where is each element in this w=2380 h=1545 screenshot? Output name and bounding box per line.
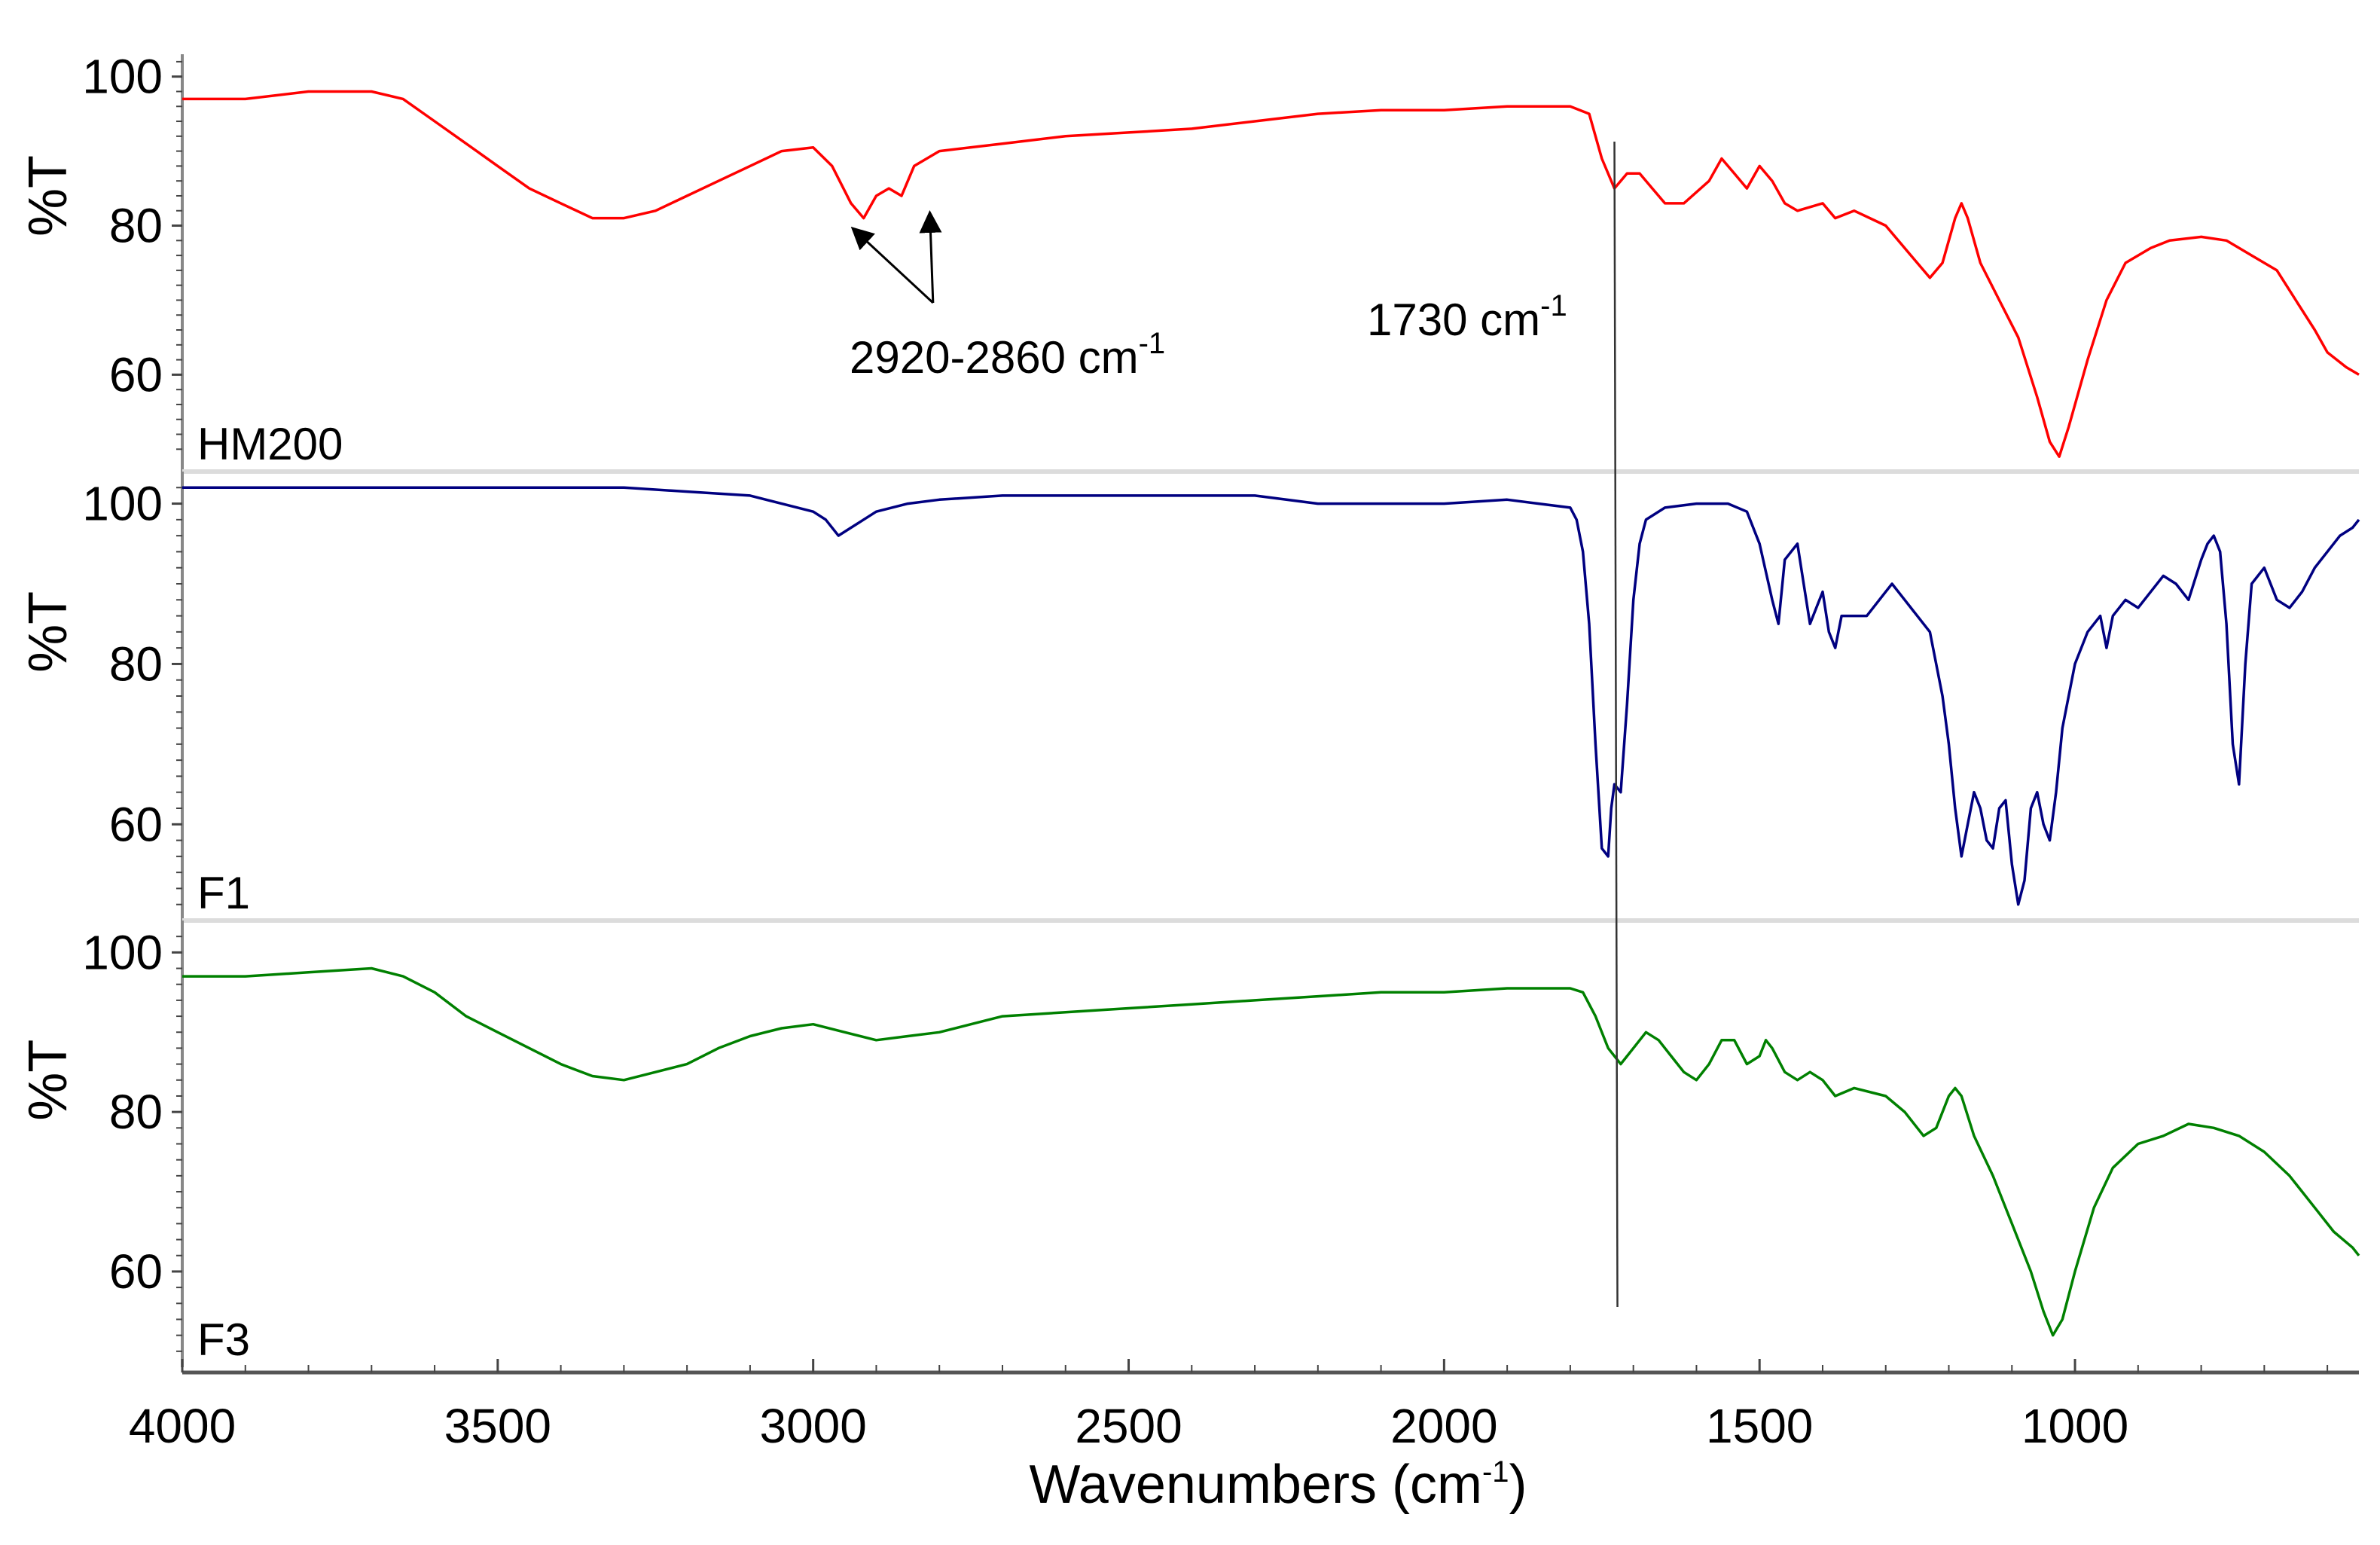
y-tick-label: 100 bbox=[82, 925, 163, 979]
panel-f3: 60 80 100 %T F3 bbox=[18, 918, 2360, 1367]
panel-label-f1: F1 bbox=[197, 868, 250, 918]
annotation-arrow bbox=[850, 226, 934, 304]
annotations-layer: 2920-2860 cm-1 1730 cm-1 bbox=[850, 141, 1619, 1308]
y-tick-label: 60 bbox=[109, 347, 163, 402]
series-line-f1 bbox=[182, 486, 2360, 906]
x-tick-label: 2000 bbox=[1390, 1399, 1497, 1453]
x-tick-label: 1000 bbox=[2021, 1399, 2128, 1453]
y-tick-label: 80 bbox=[109, 199, 163, 253]
x-axis-label: Wavenumbers (cm-1) bbox=[1029, 1455, 1527, 1515]
panel-f1: 60 80 100 %T F1 bbox=[18, 469, 2360, 921]
marker-line-1730 bbox=[1613, 141, 1619, 1308]
y-tick-label: 60 bbox=[109, 797, 163, 851]
series-line-hm200 bbox=[182, 90, 2360, 458]
annotation-2920-2860: 2920-2860 cm-1 bbox=[850, 327, 1165, 383]
y-tick-label: 80 bbox=[109, 637, 163, 691]
y-tick-label: 100 bbox=[82, 50, 163, 104]
x-tick-label: 2500 bbox=[1075, 1399, 1182, 1453]
y-tick-label: 80 bbox=[109, 1085, 163, 1139]
x-axis: 4000 3500 3000 2500 2000 1500 1000 Wavenumbers … bbox=[129, 1359, 2359, 1515]
series-line-f3 bbox=[182, 966, 2360, 1337]
x-tick-label: 4000 bbox=[129, 1399, 236, 1453]
annotation-arrow bbox=[919, 210, 942, 304]
y-tick-label: 60 bbox=[109, 1244, 163, 1299]
x-tick-label: 1500 bbox=[1706, 1399, 1813, 1453]
x-tick-label: 3500 bbox=[444, 1399, 551, 1453]
y-axis-label: %T bbox=[18, 591, 78, 673]
panel-label-hm200: HM200 bbox=[197, 419, 343, 469]
annotation-1730: 1730 cm-1 bbox=[1367, 289, 1567, 345]
y-axis-label: %T bbox=[18, 155, 78, 237]
x-tick-label: 3000 bbox=[759, 1399, 866, 1453]
y-axis-label: %T bbox=[18, 1040, 78, 1121]
panel-label-f3: F3 bbox=[197, 1314, 250, 1365]
panel-hm200: 60 80 100%T HM200 bbox=[18, 50, 2360, 472]
y-tick-label: 100 bbox=[82, 477, 163, 531]
